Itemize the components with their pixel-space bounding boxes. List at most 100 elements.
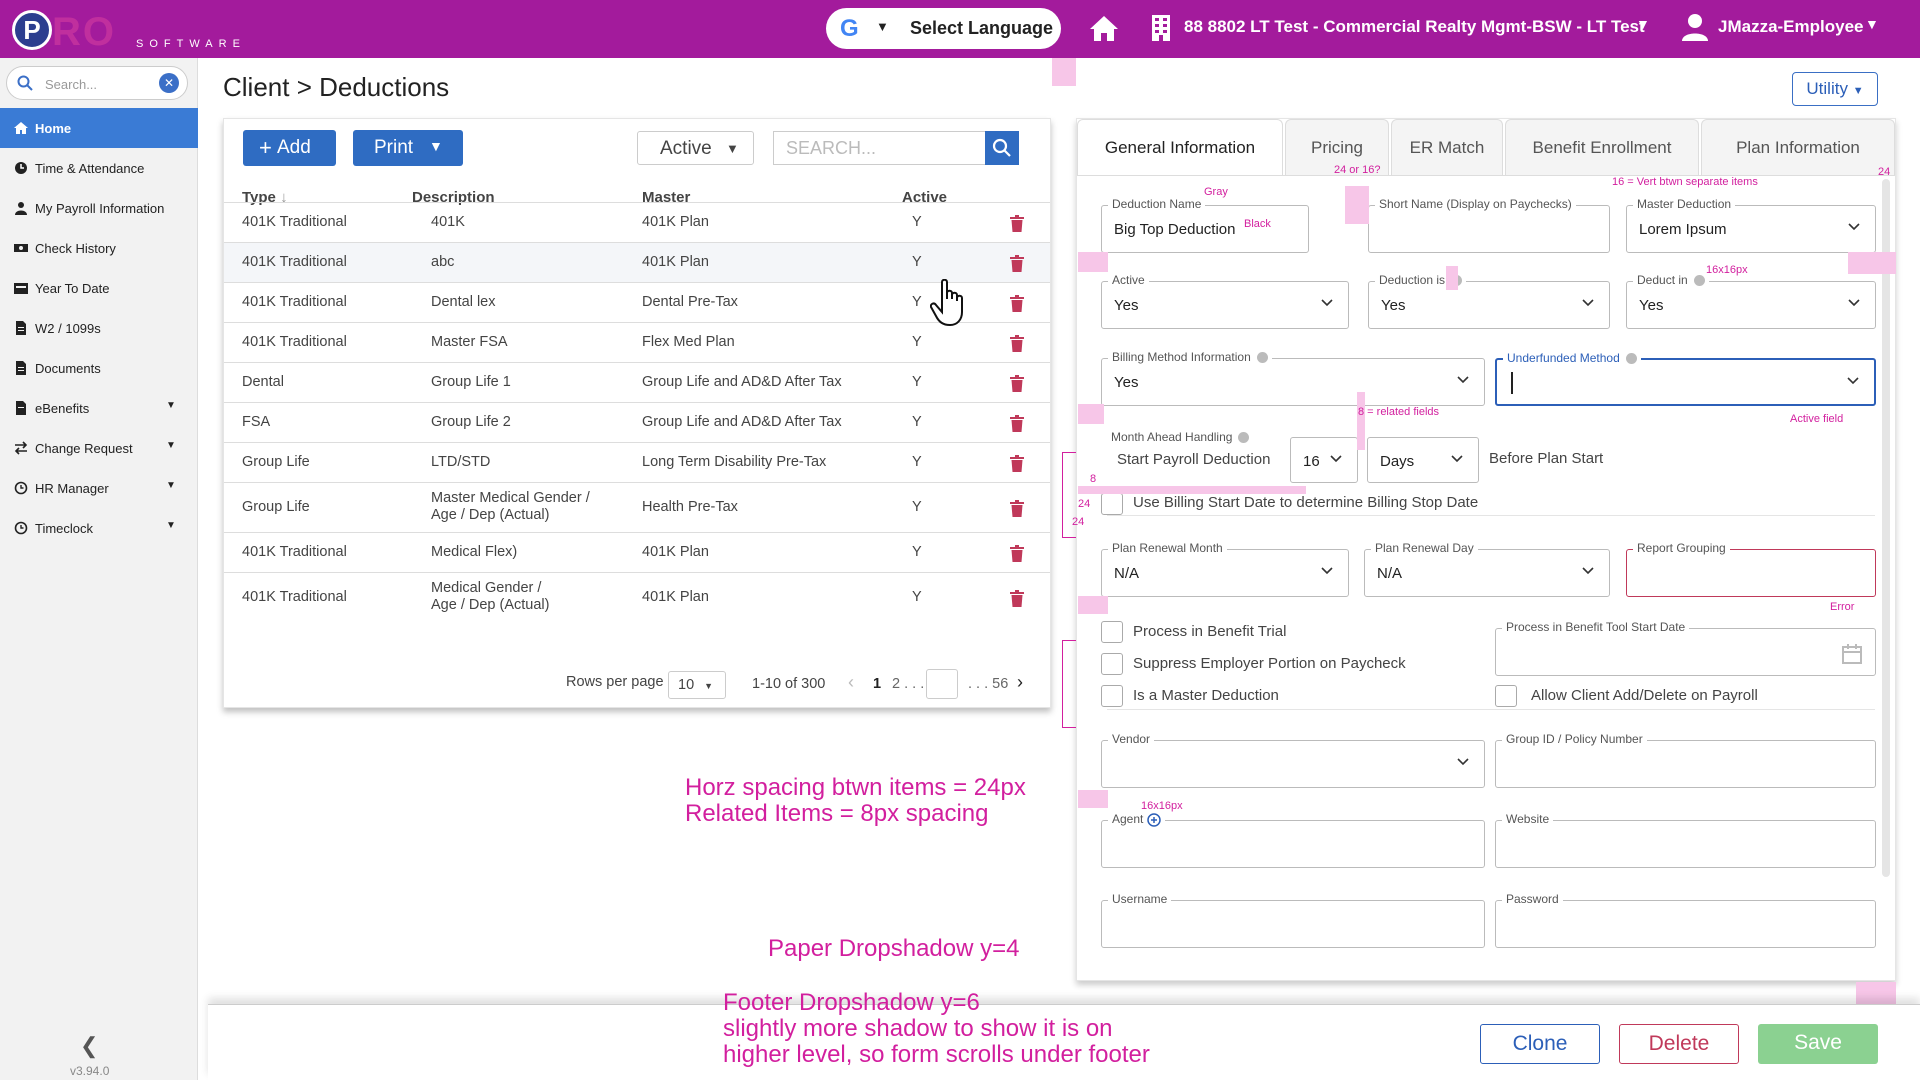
username-field[interactable]: Username [1101,892,1485,948]
table-row[interactable]: Dental Group Life 1 Group Life and AD&D Af… [224,362,1050,402]
trash-icon[interactable] [1010,415,1024,432]
add-button[interactable]: + Add [243,130,336,166]
info-icon[interactable] [1625,353,1637,365]
month-ahead-unit-select[interactable]: Days [1367,437,1479,483]
table-row[interactable]: Group Life Master Medical Gender / Age / D… [224,482,1050,532]
tab-pricing[interactable]: Pricing [1285,119,1389,175]
next-page-icon[interactable]: › [1017,672,1023,692]
column-header-description[interactable]: Description [412,189,495,206]
process-benefit-trial-checkbox[interactable] [1101,621,1123,643]
chevron-down-icon[interactable]: ▼ [1636,16,1650,32]
suppress-employer-checkbox[interactable] [1101,653,1123,675]
plan-renewal-month-select[interactable]: Plan Renewal Month N/A [1101,541,1349,597]
pro-software-logo[interactable]: P RO SOFTWARE [8,6,268,54]
column-header-master[interactable]: Master [642,189,691,206]
group-id-field[interactable]: Group ID / Policy Number [1495,732,1876,788]
column-header-type[interactable]: Type ↓ [242,189,288,206]
utility-button[interactable]: Utility ▼ [1792,72,1878,106]
trash-icon[interactable] [1010,215,1024,232]
section-divider [1107,515,1875,516]
sidebar-item-hr-manager[interactable]: HR Manager ▼ [0,468,198,508]
deduction-is-select[interactable]: Deduction is Yes [1368,273,1610,329]
sidebar-item-payroll-info[interactable]: My Payroll Information [0,188,198,228]
table-row[interactable]: Group Life LTD/STD Long Term Disability Pr… [224,442,1050,482]
home-icon[interactable] [1088,12,1120,44]
table-row[interactable]: 401K Traditional Dental lex Dental Pre-Tax… [224,282,1050,322]
form-scrollbar[interactable] [1882,179,1890,877]
benefit-tool-start-date-field[interactable]: Process in Benefit Tool Start Date [1495,620,1876,676]
deduct-in-select[interactable]: Deduct in Yes [1626,273,1876,329]
info-icon[interactable] [1256,352,1268,364]
report-grouping-field[interactable]: Report Grouping [1626,541,1876,597]
trash-icon[interactable] [1010,500,1024,517]
tab-benefit-enrollment[interactable]: Benefit Enrollment [1505,119,1699,175]
table-row[interactable]: 401K Traditional abc 401K Plan Y [224,242,1050,282]
trash-icon[interactable] [1010,455,1024,472]
sidebar-item-change-request[interactable]: Change Request ▼ [0,428,198,468]
column-header-active[interactable]: Active [902,189,948,206]
password-field[interactable]: Password [1495,892,1876,948]
page-1[interactable]: 1 [873,676,882,692]
table-row[interactable]: 401K Traditional Medical Flex) 401K Plan Y [224,532,1050,572]
user-menu[interactable]: JMazza-Employee [1718,17,1864,36]
save-button[interactable]: Save [1758,1024,1878,1064]
status-filter-select[interactable]: Active ▼ [637,131,754,165]
sidebar-item-time-attendance[interactable]: Time & Attendance [0,148,198,188]
tab-er-match[interactable]: ER Match [1391,119,1503,175]
prev-page-icon[interactable]: ‹ [848,672,854,692]
trash-icon[interactable] [1010,590,1024,607]
trash-icon[interactable] [1010,255,1024,272]
trash-icon[interactable] [1010,545,1024,562]
calendar-icon[interactable] [1841,643,1863,665]
underfunded-method-select[interactable]: Underfunded Method [1495,351,1876,406]
agent-field[interactable]: Agent [1101,812,1485,868]
sidebar-search[interactable]: Search... ✕ [6,66,188,100]
clone-button[interactable]: Clone [1480,1024,1600,1064]
info-icon[interactable] [1238,432,1250,444]
tab-general-information[interactable]: General Information [1077,119,1283,175]
sidebar-item-check-history[interactable]: Check History [0,228,198,268]
page-last[interactable]: . . . 56 [968,676,1009,692]
short-name-field[interactable]: Short Name (Display on Paychecks) [1368,197,1610,253]
table-search-input[interactable]: SEARCH... [773,131,985,165]
master-deduction-select[interactable]: Master Deduction Lorem Ipsum [1626,197,1876,253]
tab-plan-information[interactable]: Plan Information [1701,119,1895,175]
use-billing-checkbox[interactable] [1101,493,1123,515]
website-field[interactable]: Website [1495,812,1876,868]
table-row[interactable]: FSA Group Life 2 Group Life and AD&D After… [224,402,1050,442]
sidebar-item-documents[interactable]: Documents [0,348,198,388]
company-selector[interactable]: 88 8802 LT Test - Commercial Realty Mgmt… [1184,17,1645,36]
table-row[interactable]: 401K Traditional 401K 401K Plan Y [224,202,1050,242]
table-row[interactable]: 401K Traditional Master FSA Flex Med Plan Y [224,322,1050,362]
vendor-select[interactable]: Vendor [1101,732,1485,788]
page-2[interactable]: 2 . . . [892,676,925,692]
sidebar-item-timeclock[interactable]: Timeclock ▼ [0,508,198,548]
clear-icon[interactable]: ✕ [159,73,179,93]
sidebar-item-w2-1099s[interactable]: W2 / 1099s [0,308,198,348]
sidebar-item-ebenefits[interactable]: eBenefits ▼ [0,388,198,428]
trash-icon[interactable] [1010,295,1024,312]
annotation-spacer [1078,790,1108,808]
sidebar-item-home[interactable]: Home [0,108,198,148]
delete-button[interactable]: Delete [1619,1024,1739,1064]
chevron-down-icon[interactable]: ▼ [1865,16,1879,32]
page-jump-input[interactable] [926,669,958,699]
print-button[interactable]: Print ▼ [353,130,463,166]
collapse-sidebar-icon[interactable]: ❮ [80,1033,99,1058]
allow-client-checkbox[interactable] [1495,685,1517,707]
master-deduction-checkbox[interactable] [1101,685,1123,707]
month-ahead-number-select[interactable]: 16 [1290,437,1358,483]
active-select[interactable]: Active Yes [1101,273,1349,329]
plan-renewal-day-select[interactable]: Plan Renewal Day N/A [1364,541,1610,597]
trash-icon[interactable] [1010,375,1024,392]
add-circle-icon[interactable] [1146,813,1161,827]
rows-per-page-select[interactable]: 10 ▼ [668,671,726,699]
language-selector[interactable]: G ▼ Select Language [826,8,1061,49]
table-row[interactable]: 401K Traditional Medical Gender / Age / De… [224,572,1050,622]
search-button[interactable] [985,131,1019,165]
trash-icon[interactable] [1010,335,1024,352]
info-icon[interactable] [1693,275,1705,287]
sidebar-item-year-to-date[interactable]: Year To Date [0,268,198,308]
deduction-name-field[interactable]: Deduction Name Big Top Deduction [1101,197,1309,253]
billing-method-select[interactable]: Billing Method Information Yes [1101,350,1485,406]
